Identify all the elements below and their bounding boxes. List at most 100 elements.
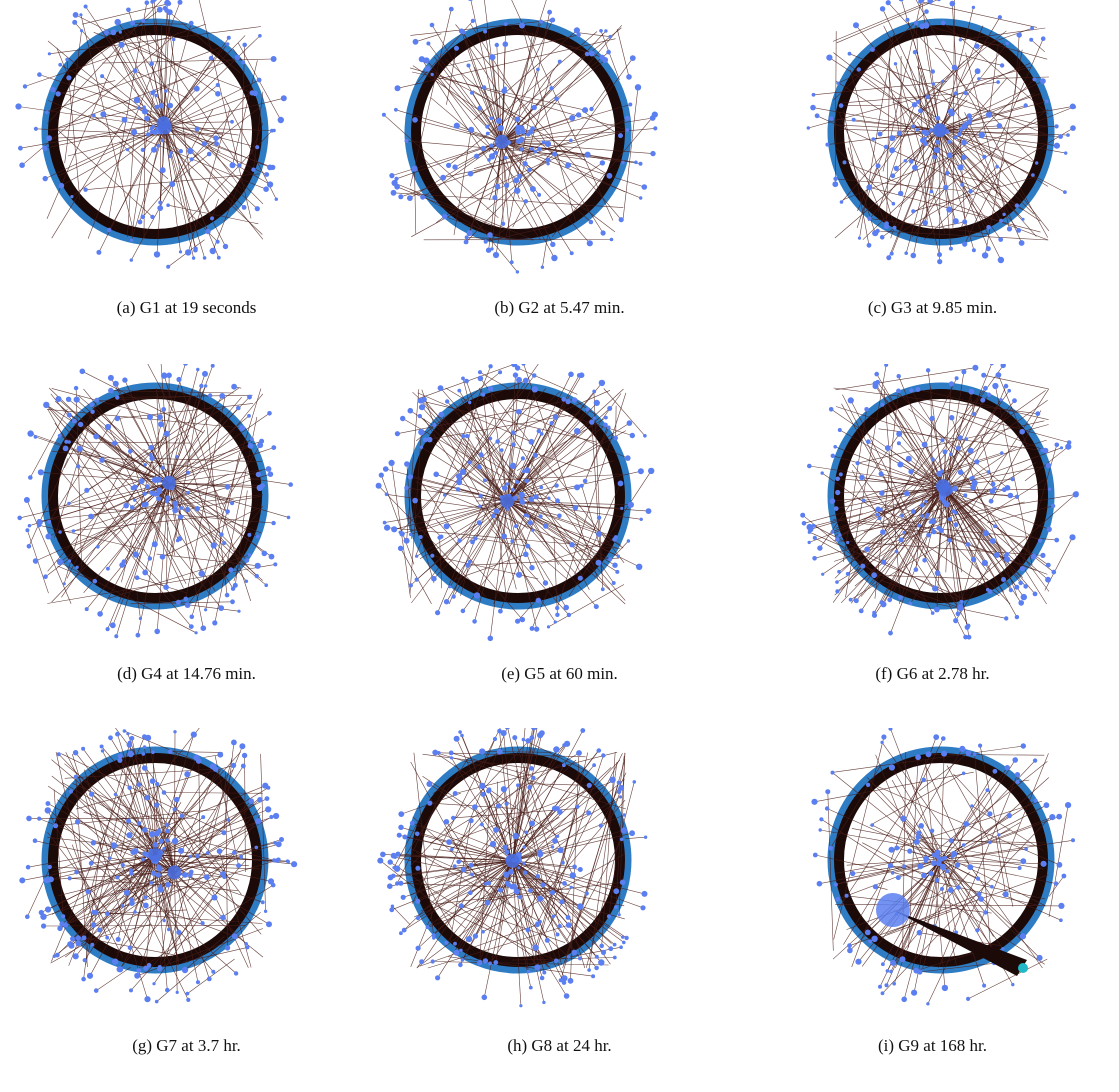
edge [56, 560, 197, 634]
edge [46, 404, 134, 489]
node [254, 573, 259, 579]
node [84, 487, 90, 493]
edge [64, 30, 82, 164]
node [1040, 36, 1046, 41]
node [572, 864, 577, 870]
node [519, 616, 526, 623]
edge [562, 787, 622, 969]
node [269, 814, 274, 820]
node [472, 619, 477, 624]
node [529, 186, 536, 192]
edge [981, 436, 994, 485]
edge [409, 432, 422, 594]
node [149, 778, 156, 784]
node [178, 250, 183, 254]
edge [168, 482, 272, 557]
node [210, 216, 215, 221]
edge [124, 730, 195, 761]
node [892, 981, 896, 986]
network-graph-g4 [17, 364, 294, 639]
node [73, 396, 80, 403]
edge [869, 773, 964, 826]
node [502, 844, 508, 851]
node [533, 149, 538, 154]
node [892, 225, 897, 230]
node [880, 601, 887, 608]
edge [942, 465, 1049, 487]
edge [204, 143, 221, 152]
node [114, 415, 121, 422]
edge [837, 859, 942, 900]
node [82, 958, 87, 963]
node [948, 246, 953, 251]
node [582, 478, 588, 484]
edge [622, 87, 639, 220]
edge [920, 63, 1031, 111]
node [149, 126, 154, 131]
edge [573, 57, 634, 140]
node [589, 419, 595, 425]
node [619, 879, 626, 886]
node [71, 418, 77, 424]
node [1005, 41, 1009, 46]
node [529, 626, 535, 631]
node [975, 928, 980, 933]
edge [537, 753, 623, 924]
node [522, 161, 528, 167]
node [523, 551, 529, 558]
node [150, 214, 155, 220]
node [585, 407, 590, 412]
edge [198, 0, 252, 219]
edge [420, 154, 518, 273]
edge [152, 1, 164, 124]
node [522, 861, 526, 866]
edge [415, 33, 442, 43]
edge [445, 58, 568, 167]
node [487, 881, 492, 886]
node [452, 791, 458, 796]
node [146, 963, 152, 968]
edge [395, 109, 502, 142]
edge [61, 854, 156, 925]
edge [891, 767, 994, 937]
node [569, 115, 576, 121]
edge [144, 767, 175, 873]
node [156, 487, 163, 494]
caption-g5: (e) G5 at 60 min. [501, 664, 618, 683]
node [142, 491, 147, 496]
node [909, 388, 914, 393]
edge [862, 842, 925, 876]
node [1074, 491, 1079, 496]
edge [834, 146, 894, 204]
node [257, 797, 263, 803]
node [861, 498, 866, 503]
node [468, 862, 474, 868]
edge-group [19, 364, 291, 637]
node [485, 124, 490, 129]
edge [136, 592, 141, 619]
edge [940, 859, 985, 986]
node [865, 782, 871, 787]
edge [528, 946, 622, 966]
node [621, 160, 625, 165]
edge [164, 127, 181, 252]
node [137, 219, 143, 225]
node [835, 537, 840, 542]
node [177, 0, 183, 5]
node [937, 0, 941, 2]
node [404, 485, 409, 491]
network-graph-g9 [811, 728, 1075, 1006]
node [1024, 847, 1028, 851]
edge [422, 776, 540, 854]
node [233, 971, 239, 976]
edge [953, 773, 991, 815]
edge [995, 385, 1033, 566]
edge [556, 392, 627, 609]
node [1040, 860, 1047, 867]
node [877, 516, 882, 521]
edge [95, 395, 211, 401]
edge [917, 67, 933, 72]
node [525, 543, 531, 549]
edge [802, 514, 881, 579]
node [525, 927, 531, 933]
